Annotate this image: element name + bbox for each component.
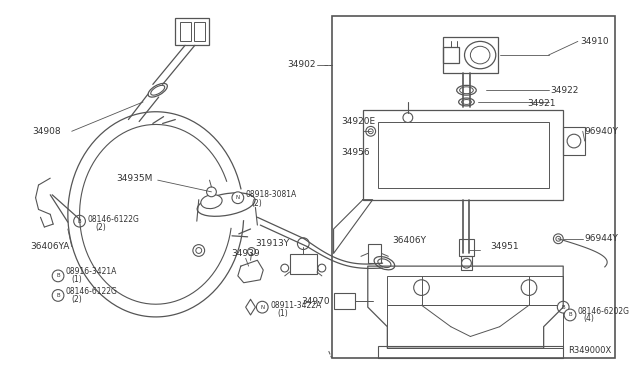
Text: (2): (2) [72, 295, 83, 304]
Circle shape [196, 247, 202, 253]
Ellipse shape [151, 85, 164, 95]
Ellipse shape [457, 85, 476, 95]
Text: 34956: 34956 [341, 148, 370, 157]
Bar [368, 244, 381, 263]
Ellipse shape [470, 46, 490, 64]
Text: B: B [568, 312, 572, 317]
Text: 31913Y: 31913Y [255, 239, 290, 248]
Text: 96940Y: 96940Y [585, 127, 619, 136]
Circle shape [521, 280, 537, 295]
Bar [387, 305, 563, 348]
Text: 08916-3421A: 08916-3421A [66, 267, 117, 276]
Bar [459, 239, 474, 256]
Circle shape [556, 236, 561, 241]
Circle shape [232, 192, 244, 203]
Circle shape [281, 264, 289, 272]
Text: R349000X: R349000X [568, 346, 611, 355]
Text: B: B [56, 273, 60, 278]
Circle shape [52, 289, 64, 301]
Ellipse shape [148, 83, 167, 97]
Text: 34920E: 34920E [341, 117, 376, 126]
Text: 08146-6122G: 08146-6122G [66, 287, 118, 296]
Text: 34902: 34902 [287, 60, 316, 69]
Text: 36406YA: 36406YA [31, 242, 70, 251]
Circle shape [368, 129, 373, 134]
Ellipse shape [378, 259, 391, 267]
Bar [175, 18, 209, 45]
Text: 34970: 34970 [301, 297, 330, 306]
Text: 08146-6202G: 08146-6202G [578, 307, 630, 315]
Circle shape [207, 187, 216, 197]
Bar [290, 254, 317, 274]
Text: (1): (1) [72, 275, 83, 284]
Circle shape [257, 301, 268, 313]
Circle shape [193, 245, 205, 256]
Text: (4): (4) [584, 314, 595, 323]
Text: N: N [236, 195, 240, 200]
Bar [194, 22, 205, 41]
Circle shape [403, 113, 413, 122]
Bar [378, 122, 548, 188]
Circle shape [567, 134, 580, 148]
Bar [180, 22, 191, 41]
Ellipse shape [201, 195, 222, 209]
Ellipse shape [465, 41, 496, 69]
Bar [443, 38, 498, 73]
Ellipse shape [459, 98, 474, 106]
Bar [443, 47, 459, 63]
Text: B: B [77, 219, 81, 224]
Text: N: N [260, 305, 264, 310]
Text: B: B [56, 293, 60, 298]
Circle shape [461, 258, 471, 268]
Text: 34951: 34951 [490, 242, 518, 251]
Text: (1): (1) [277, 308, 287, 318]
Circle shape [248, 247, 255, 255]
Circle shape [298, 238, 309, 250]
Circle shape [318, 264, 326, 272]
Bar [378, 346, 563, 358]
Text: (2): (2) [252, 199, 262, 208]
Bar [333, 294, 355, 309]
Text: 08146-6122G: 08146-6122G [88, 215, 140, 224]
Circle shape [564, 309, 576, 321]
Text: 08911-3422A: 08911-3422A [270, 301, 321, 310]
Circle shape [557, 301, 569, 313]
Bar [387, 276, 563, 305]
Ellipse shape [197, 193, 255, 216]
Circle shape [554, 234, 563, 244]
Ellipse shape [461, 100, 471, 105]
Text: 34910: 34910 [580, 37, 609, 46]
Text: 36406Y: 36406Y [392, 236, 426, 245]
Bar [461, 256, 472, 270]
Text: 34922: 34922 [550, 86, 579, 95]
Text: 34921: 34921 [527, 99, 556, 108]
Ellipse shape [374, 257, 395, 270]
Bar [332, 16, 615, 358]
Text: 34935M: 34935M [116, 174, 153, 183]
Text: 08918-3081A: 08918-3081A [246, 190, 297, 199]
Text: 34939: 34939 [231, 249, 260, 258]
Circle shape [413, 280, 429, 295]
Text: B: B [561, 305, 565, 310]
Bar [363, 110, 563, 200]
Text: 96944Y: 96944Y [585, 234, 619, 243]
Text: 34908: 34908 [33, 127, 61, 136]
Text: (2): (2) [95, 222, 106, 231]
Circle shape [52, 270, 64, 282]
Circle shape [74, 215, 85, 227]
Bar [563, 127, 585, 155]
Circle shape [366, 126, 376, 136]
Ellipse shape [460, 87, 474, 94]
